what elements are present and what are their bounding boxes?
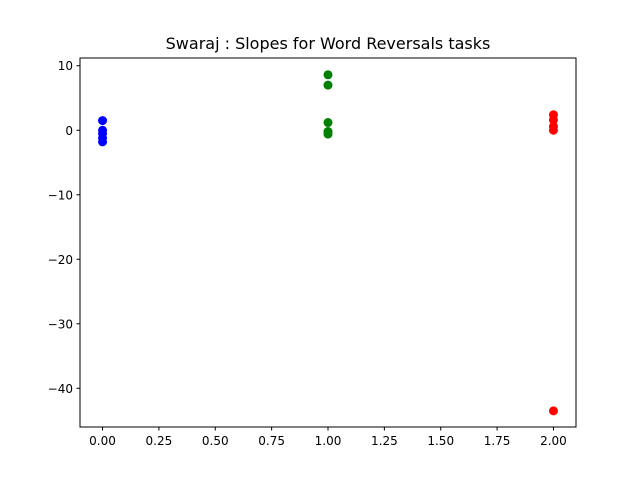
y-tick-label: −40 bbox=[48, 382, 73, 396]
x-tick-label: 0.75 bbox=[258, 434, 285, 448]
data-point bbox=[98, 116, 108, 126]
y-tick-label: 10 bbox=[58, 59, 73, 73]
x-tick-label: 1.00 bbox=[315, 434, 342, 448]
chart-title: Swaraj : Slopes for Word Reversals tasks bbox=[166, 34, 491, 53]
data-point bbox=[548, 115, 558, 125]
data-point bbox=[323, 80, 333, 90]
x-tick-label: 1.25 bbox=[371, 434, 398, 448]
axes-frame bbox=[79, 57, 577, 428]
y-tick-label: −30 bbox=[48, 317, 73, 331]
x-tick-label: 1.75 bbox=[484, 434, 511, 448]
x-tick-label: 0.00 bbox=[89, 434, 116, 448]
y-tick-label: 0 bbox=[65, 124, 73, 138]
data-point bbox=[548, 406, 558, 416]
x-tick-label: 0.25 bbox=[146, 434, 173, 448]
x-tick-label: 1.50 bbox=[427, 434, 454, 448]
y-tick-label: −20 bbox=[48, 253, 73, 267]
plot-area: 0.00 0.25 0.50 0.75 1.00 1.25 1.50 1.75 2.00 10 0 −… bbox=[48, 59, 567, 448]
y-tick-label: −10 bbox=[48, 188, 73, 202]
data-point bbox=[323, 118, 333, 128]
x-tick-label: 0.50 bbox=[202, 434, 229, 448]
data-point bbox=[548, 125, 558, 135]
data-point bbox=[98, 137, 108, 147]
data-point bbox=[323, 70, 333, 80]
x-tick-label: 2.00 bbox=[540, 434, 567, 448]
data-point bbox=[323, 129, 333, 139]
